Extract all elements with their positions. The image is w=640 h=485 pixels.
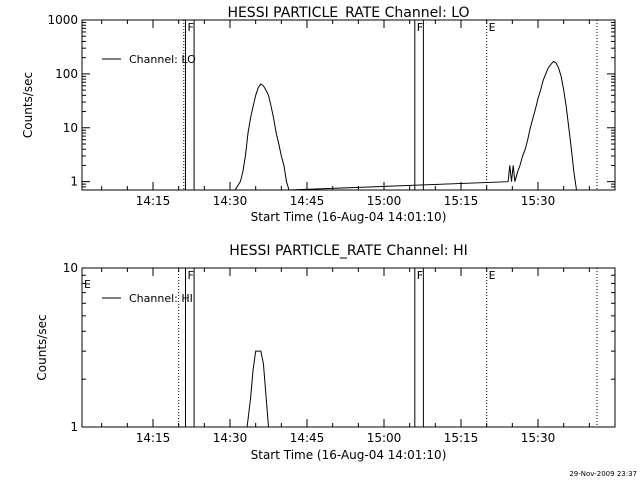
event-marker-label: E <box>84 278 91 291</box>
x-tick-label: 15:15 <box>444 194 479 208</box>
x-axis-label: Start Time (16-Aug-04 14:01:10) <box>251 448 447 462</box>
y-tick-label: 1 <box>70 420 78 434</box>
y-tick-label: 100 <box>55 67 78 81</box>
x-tick-label: 15:00 <box>367 431 402 445</box>
chart-title: HESSI PARTICLE_RATE Channel: LO <box>227 5 469 21</box>
y-axis-label: Counts/sec <box>35 314 49 380</box>
x-tick-label: 15:00 <box>367 194 402 208</box>
y-tick-label: 10 <box>63 261 78 275</box>
data-series-line <box>246 350 272 428</box>
x-tick-label: 15:30 <box>521 431 556 445</box>
legend-label: Channel: HI <box>129 292 193 305</box>
x-tick-label: 14:15 <box>136 431 171 445</box>
data-series-line <box>234 60 577 191</box>
x-tick-label: 15:15 <box>444 431 479 445</box>
event-marker-label: F <box>417 21 423 34</box>
y-tick-label: 1 <box>70 175 78 189</box>
x-axis-label: Start Time (16-Aug-04 14:01:10) <box>251 210 447 224</box>
y-tick-label: 10 <box>63 121 78 135</box>
event-marker-label: F <box>188 21 194 34</box>
y-tick-label: 1000 <box>47 13 78 27</box>
plot-frame <box>81 267 616 428</box>
event-marker-label: F <box>188 269 194 282</box>
footer-timestamp: 29-Nov-2009 23:37 <box>569 470 637 478</box>
x-tick-label: 14:45 <box>290 431 325 445</box>
chart-title: HESSI PARTICLE_RATE Channel: HI <box>229 243 467 259</box>
panel-lo: HESSI PARTICLE_RATE Channel: LO Counts/se… <box>21 5 616 224</box>
event-marker-label: E <box>489 21 496 34</box>
legend-label: Channel: LO <box>129 53 196 66</box>
plot-frame <box>81 19 616 191</box>
x-tick-label: 14:45 <box>290 194 325 208</box>
x-tick-label: 14:30 <box>213 194 248 208</box>
x-tick-label: 14:30 <box>213 431 248 445</box>
x-tick-label: 15:30 <box>521 194 556 208</box>
x-tick-label: 14:15 <box>136 194 171 208</box>
panel-hi: HESSI PARTICLE_RATE Channel: HI Counts/se… <box>35 243 616 462</box>
y-axis-label: Counts/sec <box>21 72 35 138</box>
event-marker-label: F <box>417 269 423 282</box>
event-marker-label: E <box>489 269 496 282</box>
